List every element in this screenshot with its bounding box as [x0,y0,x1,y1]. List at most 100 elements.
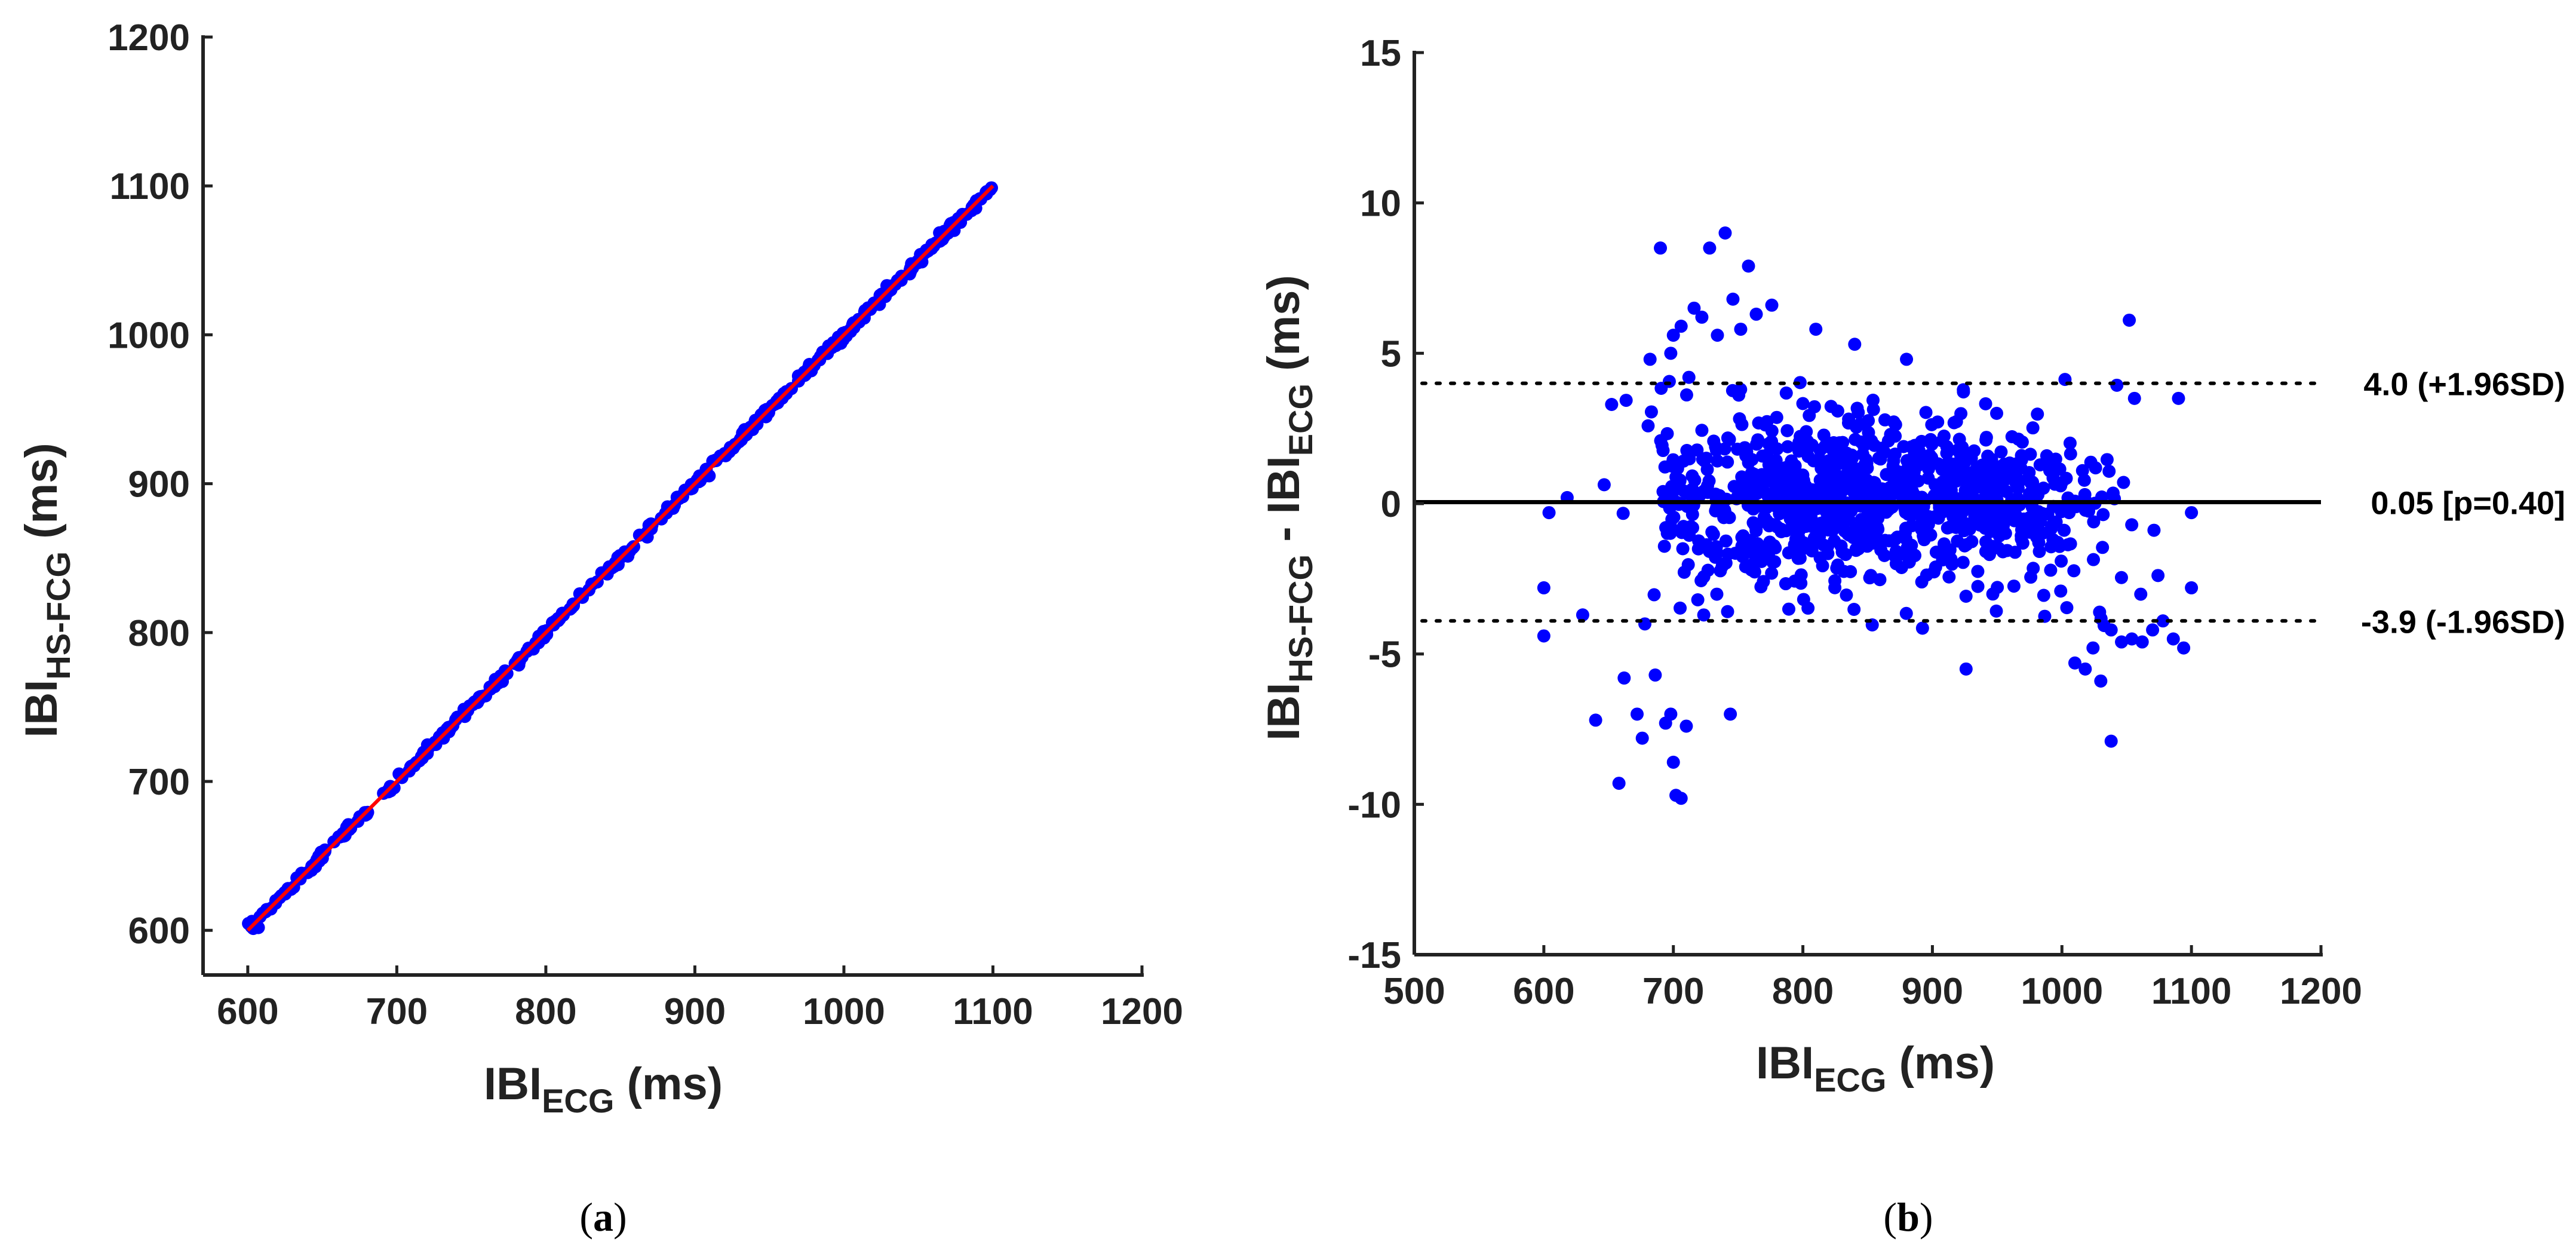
panel-b-point [1730,442,1744,456]
a-x-tick-label: 1200 [1101,991,1183,1032]
panel-b-point [2104,623,2118,637]
panel-b-point [2012,433,2025,446]
panel-b-point [1616,507,1630,520]
panel-b-point [1781,440,1795,453]
panel-b-point [1864,569,1878,582]
panel-b-point [2057,523,2071,537]
panel-b-point [1959,662,1973,676]
panel-b-point [1866,403,1880,416]
panel-b-point [2172,391,2185,405]
panel-b-point [1889,418,1902,431]
panel-b-point [2060,601,2074,615]
panel-b-point [1748,518,1762,532]
panel-b-point [1666,455,1680,469]
b-x-tick-label: 700 [1642,971,1704,1012]
panel-b-point [1782,507,1795,520]
panel-b-point [1986,477,2000,490]
panel-b-point [1724,707,1737,721]
panel-b-point [1862,426,1875,440]
panel-b-point [1648,668,1662,682]
panel-b-point [1866,504,1880,518]
panel-b-point [1677,565,1691,579]
panel-b-point [1817,428,1831,442]
b-x-tick-label: 1200 [2280,971,2362,1012]
panel-b: 500 600 700 800 900 1000 1100 1200 -15 -10 -5 0 5 10… [1258,33,2565,1240]
panel-b-point [1897,440,1911,453]
panel-b-point [1709,540,1723,554]
panel-b-point [1849,542,1863,556]
panel-b-point [1921,462,1935,476]
panel-b-point [1816,559,1829,573]
panel-b-point [1674,320,1688,333]
a-x-tick-label: 1100 [953,991,1033,1032]
panel-b-point [1799,520,1813,534]
panel-b-point [2082,504,2096,518]
panel-b-point [1940,446,1954,460]
panel-b-point [1921,471,1935,485]
panel-b-point [1921,517,1935,531]
panel-b-point [1941,521,1954,535]
b-x-tick-label: 1000 [2021,971,2103,1012]
panel-b-point [1803,409,1816,422]
panel-a-fit-line [246,185,994,932]
panel-b-point [1979,431,1993,444]
panel-b-point [1751,433,1765,447]
panel-b-point [1719,534,1733,548]
panel-b-point [2117,476,2130,489]
panel-b-point [2024,447,2037,461]
panel-b-point [2024,476,2038,490]
panel-b-point [1630,707,1644,721]
panel-b-point [1836,436,1850,449]
panel-b-point [2127,391,2141,405]
panel-b-point [1900,454,1914,468]
a-y-tick-label: 1000 [108,315,190,356]
panel-b-point [1691,488,1705,502]
panel-b-point [1619,394,1633,407]
panel-b-point [1612,777,1626,790]
panel-b-point [1731,489,1745,503]
panel-b-point [1770,520,1784,534]
panel-b-point [1537,629,1550,643]
panel-b-point [1915,621,1929,635]
panel-b-point [1834,539,1848,553]
panel-b-point [2030,489,2044,503]
panel-b-point [1793,376,1807,390]
panel-a-point [754,408,768,422]
panel-b-point [1736,550,1749,563]
panel-b-point [1721,605,1734,618]
panel-b-point [1697,608,1711,622]
panel-b-point [1780,424,1794,437]
panel-a-point [613,549,627,563]
panel-b-point [1936,553,1949,567]
panel-b-point [2008,545,2022,559]
panel-a-point [644,517,658,531]
panel-b-point [1765,566,1779,580]
panel-b-point [1706,528,1720,541]
panel-b-point [1971,580,1985,593]
panel-b-point [1989,604,2003,618]
panel-b-point [2151,569,2165,582]
b-y-tick-label: 5 [1381,333,1401,375]
panel-b-point [1957,385,1970,399]
panel-b-point [1735,531,1749,544]
panel-b-point [1981,489,1995,503]
panel-b-point [1809,323,1823,336]
panel-b-point [1843,472,1856,486]
panel-b-point [1872,533,1886,547]
panel-b-point [1994,445,2008,459]
panel-b-point [1841,527,1855,541]
panel-b-point [1647,588,1661,602]
panel-b-point [1960,538,1973,551]
panel-b-point [1765,435,1779,449]
panel-b-point [1782,602,1795,616]
panel-b-point [1674,601,1687,615]
panel-b-point [1657,539,1671,553]
panel-b-point [1794,568,1808,582]
panel-b-point [1971,565,1985,578]
panel-b-point [1883,481,1897,495]
panel-b-point [1819,471,1832,485]
panel-a-y-label: IBIHS-FCG (ms) [16,443,77,737]
panel-b-point [2123,313,2136,327]
panel-b-point [2185,581,2199,594]
